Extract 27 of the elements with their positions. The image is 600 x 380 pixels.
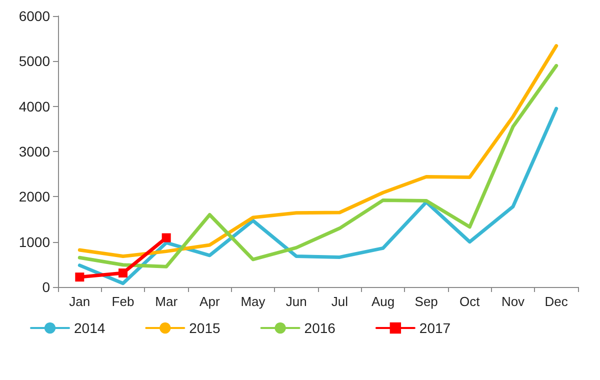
y-tick-label: 0 [42,279,50,295]
y-tick-label: 2000 [18,188,50,205]
x-tick-label: Sep [414,294,438,309]
point [118,268,128,278]
point [75,272,84,282]
x-tick-label: Jul [331,294,348,309]
y-tick-label: 4000 [18,98,50,114]
x-tick-label: Nov [501,294,526,309]
legend-label: 2017 [419,320,451,336]
line-series [78,106,558,286]
x-tick-label: May [240,294,266,309]
y-tick-label: 5000 [18,53,50,70]
x-tick-label: Dec [544,294,568,309]
y-tick-label: 6000 [18,8,50,24]
x-tick-label: Feb [112,294,134,309]
x-tick-label: Jan [69,294,90,309]
x-tick-label: Mar [155,294,178,309]
x-tick-label: Oct [460,294,480,309]
x-tick-label: Jun [286,294,307,309]
y-tick-label: 3000 [18,144,50,160]
x-tick-label: Aug [371,294,395,309]
legend-label: 2015 [189,320,221,336]
point [162,233,171,242]
y-tick-label: 1000 [18,234,50,250]
legend-label: 2016 [304,320,336,336]
x-tick-label: Apr [200,294,220,309]
legend-label: 2014 [74,320,106,336]
